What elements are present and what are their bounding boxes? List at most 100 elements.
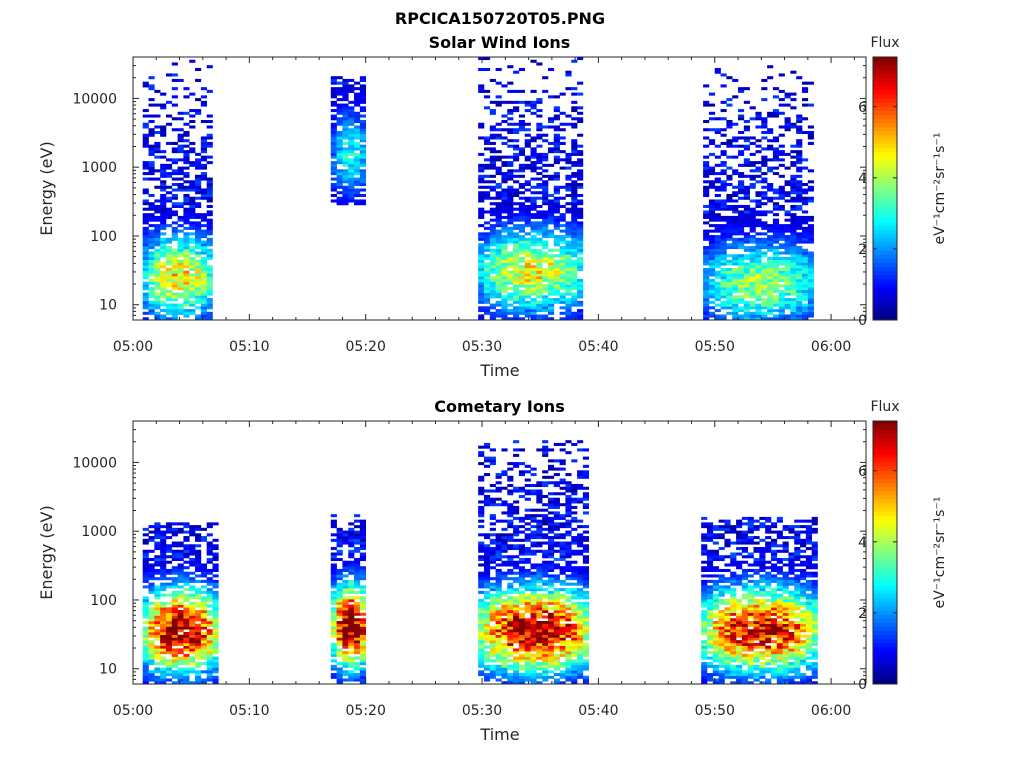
flux-pixel: [154, 571, 161, 575]
flux-pixel: [483, 67, 491, 71]
flux-pixel: [784, 166, 791, 170]
flux-pixel: [778, 196, 785, 200]
flux-pixel: [195, 549, 202, 553]
flux-pixel: [553, 141, 560, 145]
flux-pixel: [154, 155, 161, 159]
flux-pixel: [160, 210, 167, 214]
flux-pixel: [354, 673, 361, 677]
flux-pixel: [530, 516, 537, 520]
flux-pixel: [348, 645, 355, 649]
flux-pixel: [171, 117, 178, 121]
flux-pixel: [577, 193, 584, 198]
flux-pixel: [571, 648, 578, 652]
flux-pixel: [171, 213, 178, 217]
flux-pixel: [171, 582, 178, 586]
flux-pixel: [547, 503, 555, 507]
flux-pixel: [726, 155, 733, 159]
flux-pixel: [553, 467, 560, 471]
flux-pixel: [767, 183, 774, 187]
flux-pixel: [195, 240, 202, 244]
flux-pixel: [582, 642, 589, 646]
flux-pixel: [507, 525, 514, 529]
flux-pixel: [743, 224, 750, 228]
flux-pixel: [577, 207, 584, 211]
flux-pixel: [483, 240, 491, 244]
flux-pixel: [154, 144, 161, 148]
flux-pixel: [565, 525, 572, 529]
flux-pixel: [743, 188, 750, 192]
flux-pixel: [342, 155, 349, 159]
flux-pixel: [154, 270, 161, 274]
flux-pixel: [524, 648, 531, 652]
flux-pixel: [524, 254, 531, 258]
flux-pixel: [553, 607, 560, 611]
flux-pixel: [336, 533, 343, 537]
flux-pixel: [790, 177, 797, 181]
flux-pixel: [726, 98, 733, 102]
flux-pixel: [183, 122, 190, 126]
flux-pixel: [501, 547, 508, 551]
flux-pixel: [542, 651, 549, 655]
flux-pixel: [478, 248, 485, 252]
flux-pixel: [802, 87, 809, 91]
flux-pixel: [542, 604, 549, 608]
flux-pixel: [142, 681, 149, 685]
flux-pixel: [342, 538, 349, 542]
flux-pixel: [571, 484, 578, 488]
flux-pixel: [530, 525, 537, 529]
flux-pixel: [336, 161, 343, 165]
flux-pixel: [565, 673, 572, 677]
flux-pixel: [571, 183, 578, 187]
flux-pixel: [330, 631, 337, 635]
flux-pixel: [348, 579, 355, 583]
flux-pixel: [767, 229, 774, 233]
flux-pixel: [553, 645, 560, 649]
flux-pixel: [212, 640, 219, 644]
flux-pixel: [796, 309, 803, 313]
flux-pixel: [577, 281, 584, 285]
flux-pixel: [559, 166, 566, 170]
flux-pixel: [542, 514, 549, 518]
flux-pixel: [171, 73, 178, 77]
flux-pixel: [507, 317, 514, 321]
flux-pixel: [708, 183, 716, 187]
flux-pixel: [772, 298, 780, 302]
flux-pixel: [778, 98, 785, 102]
flux-pixel: [732, 78, 739, 82]
flux-pixel: [177, 626, 184, 630]
flux-pixel: [183, 588, 190, 592]
flux-pixel: [189, 265, 196, 269]
y-tick-label: 10: [99, 298, 117, 314]
flux-pixel: [160, 270, 167, 274]
flux-pixel: [703, 262, 710, 266]
flux-pixel: [359, 128, 366, 132]
flux-pixel: [177, 177, 184, 181]
flux-pixel: [154, 259, 161, 263]
flux-pixel: [195, 278, 202, 282]
flux-pixel: [154, 273, 161, 277]
flux-pixel: [142, 256, 149, 261]
flux-pixel: [802, 295, 809, 299]
flux-pixel: [761, 311, 768, 315]
flux-pixel: [507, 215, 514, 219]
flux-pixel: [478, 651, 485, 655]
flux-pixel: [553, 659, 560, 663]
flux-pixel: [743, 210, 750, 214]
flux-pixel: [195, 270, 202, 274]
flux-pixel: [703, 314, 710, 318]
flux-pixel: [571, 590, 578, 594]
flux-pixel: [513, 533, 520, 537]
flux-pixel: [547, 642, 555, 646]
flux-pixel: [195, 185, 202, 189]
flux-pixel: [142, 172, 149, 176]
flux-pixel: [530, 533, 537, 537]
flux-pixel: [767, 128, 774, 132]
flux-pixel: [714, 295, 721, 299]
flux-pixel: [536, 114, 543, 118]
flux-pixel: [489, 645, 496, 649]
flux-pixel: [536, 287, 543, 291]
flux-pixel: [177, 273, 184, 277]
flux-pixel: [189, 161, 196, 165]
flux-pixel: [767, 147, 774, 151]
flux-pixel: [160, 631, 167, 635]
